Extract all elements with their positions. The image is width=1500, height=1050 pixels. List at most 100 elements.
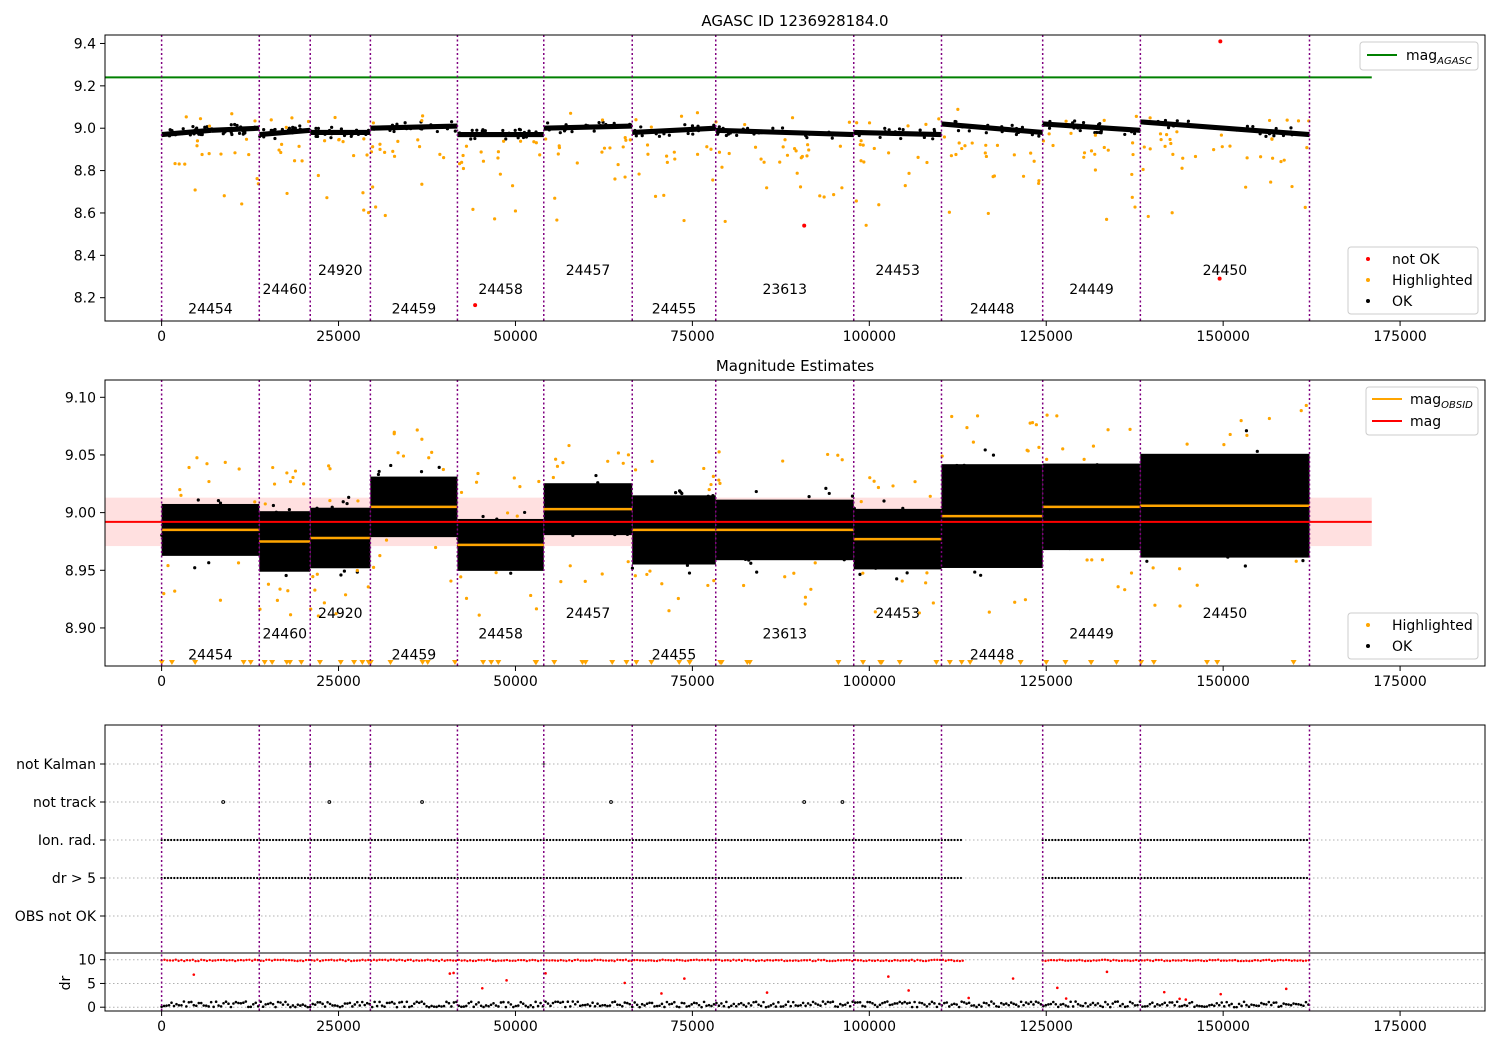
ok-point	[262, 135, 266, 139]
dr-point	[1265, 1003, 1268, 1006]
ok-point	[800, 556, 804, 560]
flag-point	[934, 838, 937, 842]
dr-point	[1024, 1001, 1028, 1004]
flag-point	[663, 838, 666, 842]
flag-point	[835, 838, 838, 842]
ok-point	[273, 515, 277, 519]
highlighted-offscale-marker	[1290, 660, 1297, 665]
ok-point	[1297, 493, 1301, 497]
flag-point	[867, 876, 870, 880]
flag-point	[326, 876, 329, 880]
flag-point	[1098, 838, 1102, 842]
flag-point	[928, 876, 931, 880]
dr-point	[717, 1004, 721, 1008]
flag-point	[797, 876, 800, 880]
highlighted-point	[832, 193, 836, 197]
dr-point	[450, 1005, 453, 1008]
flag-point	[628, 838, 631, 842]
dr-point	[881, 1001, 884, 1005]
not-ok-point	[473, 303, 478, 308]
dr-point	[1163, 1001, 1167, 1005]
flag-point	[1274, 838, 1277, 842]
ok-point	[356, 132, 360, 136]
flag-point	[361, 876, 364, 880]
dr-point	[289, 1005, 292, 1009]
dr-high-point	[279, 958, 282, 962]
flag-point	[1213, 838, 1216, 842]
dr-point	[266, 1002, 270, 1006]
ok-point	[235, 513, 239, 517]
ok-point	[1280, 500, 1284, 505]
ok-point	[716, 131, 720, 135]
dr-high-point	[234, 959, 237, 963]
ok-point	[389, 463, 393, 468]
flag-point	[1114, 838, 1118, 842]
ok-point	[1000, 125, 1004, 129]
ok-point	[173, 133, 178, 137]
highlighted-point	[333, 115, 337, 120]
dr-point	[995, 1004, 998, 1008]
ok-point	[755, 570, 759, 574]
ok-point	[192, 132, 196, 136]
flag-point	[787, 876, 791, 880]
flag-point	[947, 876, 950, 880]
dr-high-point	[313, 959, 316, 962]
ok-point	[432, 124, 436, 129]
obsid-label: 24457	[566, 263, 611, 279]
highlighted-offscale-marker	[298, 660, 305, 665]
ok-point	[1081, 121, 1086, 125]
dr-point	[583, 1003, 587, 1007]
ok-point	[960, 125, 964, 129]
flag-point	[307, 876, 310, 880]
highlighted-point	[288, 613, 293, 617]
ok-point	[785, 538, 790, 542]
ok-point	[812, 531, 816, 535]
flag-point	[1051, 876, 1054, 880]
highlighted-point	[1151, 566, 1155, 570]
ok-point	[573, 487, 577, 492]
obsid-label: 24450	[1203, 606, 1248, 622]
highlighted-point	[1082, 155, 1086, 159]
flag-point	[552, 876, 555, 880]
ok-point	[374, 528, 378, 533]
flag-point	[835, 876, 838, 880]
dr-point	[390, 1000, 394, 1004]
dr-point	[417, 1001, 421, 1005]
x-tick-label: 75000	[670, 674, 715, 690]
dr-point	[318, 1001, 322, 1004]
ok-point	[934, 534, 938, 538]
ok-point	[625, 532, 630, 537]
highlighted-offscale-marker	[1138, 660, 1145, 665]
flag-point	[685, 838, 689, 842]
ok-point-band	[457, 132, 544, 138]
ok-point	[1129, 513, 1133, 517]
dr-point	[1044, 1003, 1048, 1007]
highlighted-point	[995, 143, 1000, 147]
ok-point	[191, 547, 195, 551]
highlighted-point	[555, 218, 559, 222]
highlighted-point	[653, 194, 658, 198]
highlighted-point	[384, 538, 389, 542]
dr-high-point	[633, 958, 636, 962]
dr-point	[197, 1001, 201, 1005]
dr-point	[1069, 1000, 1072, 1004]
dr-point	[806, 1002, 810, 1005]
flag-point	[364, 876, 367, 880]
dr-high-point	[1231, 959, 1234, 962]
dr-point	[303, 1004, 307, 1008]
highlighted-point	[706, 583, 710, 588]
dr-point	[1168, 1001, 1172, 1004]
ok-point	[724, 537, 728, 541]
highlighted-point	[924, 122, 928, 127]
dr-high-point	[907, 959, 911, 962]
dr-high-point	[307, 958, 311, 962]
dr-point	[982, 1001, 986, 1005]
ok-point	[282, 546, 286, 551]
highlighted-point	[300, 159, 304, 163]
flag-point	[533, 838, 536, 842]
highlighted-offscale-marker	[1214, 660, 1221, 665]
ok-point	[1272, 134, 1276, 138]
dr-high-point	[794, 959, 797, 962]
highlighted-point	[717, 150, 722, 154]
ok-point	[1014, 126, 1019, 131]
